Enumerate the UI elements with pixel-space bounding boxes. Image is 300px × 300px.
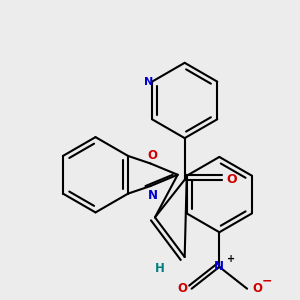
Text: H: H: [155, 262, 165, 275]
Text: O: O: [178, 282, 188, 295]
Text: O: O: [147, 149, 158, 162]
Text: O: O: [226, 173, 237, 186]
Text: +: +: [227, 254, 235, 264]
Text: O: O: [252, 282, 262, 295]
Text: −: −: [262, 274, 272, 287]
Text: N: N: [145, 76, 154, 87]
Text: N: N: [214, 260, 224, 273]
Text: N: N: [147, 190, 158, 202]
